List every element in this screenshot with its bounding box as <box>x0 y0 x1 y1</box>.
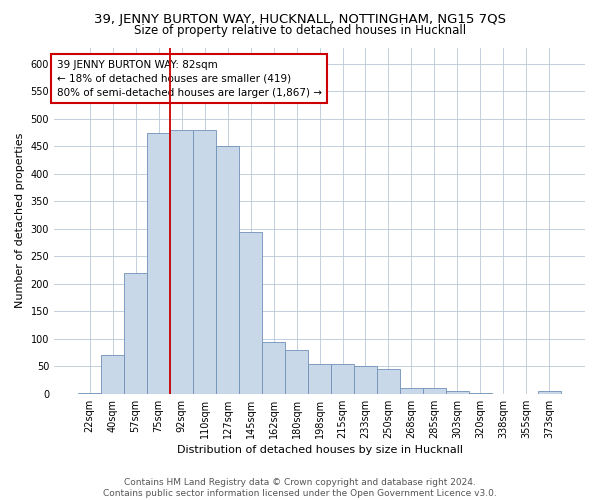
Bar <box>147 132 170 394</box>
Bar <box>423 388 446 394</box>
Text: Contains HM Land Registry data © Crown copyright and database right 2024.
Contai: Contains HM Land Registry data © Crown c… <box>103 478 497 498</box>
Y-axis label: Number of detached properties: Number of detached properties <box>15 133 25 308</box>
Bar <box>469 392 492 394</box>
X-axis label: Distribution of detached houses by size in Hucknall: Distribution of detached houses by size … <box>176 445 463 455</box>
Bar <box>262 342 285 394</box>
Bar <box>377 369 400 394</box>
Bar <box>170 130 193 394</box>
Bar <box>354 366 377 394</box>
Bar <box>216 146 239 394</box>
Bar <box>538 391 561 394</box>
Text: Size of property relative to detached houses in Hucknall: Size of property relative to detached ho… <box>134 24 466 37</box>
Bar <box>193 130 216 394</box>
Text: 39, JENNY BURTON WAY, HUCKNALL, NOTTINGHAM, NG15 7QS: 39, JENNY BURTON WAY, HUCKNALL, NOTTINGH… <box>94 12 506 26</box>
Bar <box>124 273 147 394</box>
Bar <box>446 391 469 394</box>
Bar <box>101 356 124 394</box>
Bar <box>239 232 262 394</box>
Text: 39 JENNY BURTON WAY: 82sqm
← 18% of detached houses are smaller (419)
80% of sem: 39 JENNY BURTON WAY: 82sqm ← 18% of deta… <box>56 60 322 98</box>
Bar <box>400 388 423 394</box>
Bar <box>308 364 331 394</box>
Bar <box>285 350 308 394</box>
Bar <box>331 364 354 394</box>
Bar <box>78 392 101 394</box>
